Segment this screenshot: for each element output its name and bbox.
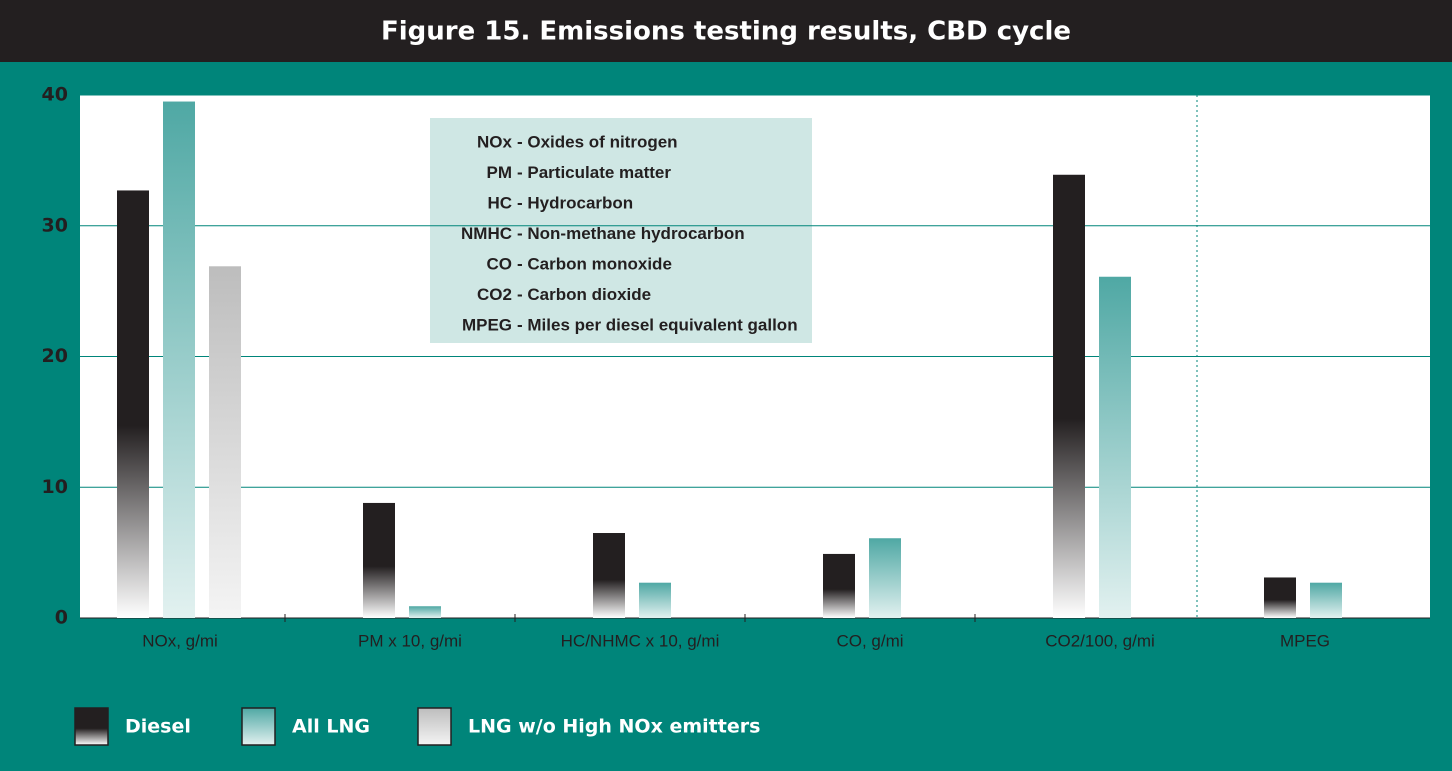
x-tick-label: CO, g/mi <box>836 631 903 650</box>
x-tick-label: NOx, g/mi <box>142 631 218 650</box>
bar <box>1264 577 1296 618</box>
definition-abbr: CO2 <box>477 285 512 304</box>
bar <box>823 553 855 618</box>
chart-title: Figure 15. Emissions testing results, CB… <box>381 17 1071 47</box>
definition-text: - Carbon dioxide <box>517 285 651 304</box>
y-tick-label: 20 <box>42 345 68 367</box>
y-tick-label: 30 <box>42 214 68 236</box>
x-tick-label: MPEG <box>1280 631 1330 650</box>
y-tick-label: 0 <box>55 607 68 629</box>
definition-text: - Oxides of nitrogen <box>517 132 678 151</box>
bar <box>363 502 395 618</box>
x-tick-label: CO2/100, g/mi <box>1045 631 1155 650</box>
legend-swatch <box>241 707 276 746</box>
bar <box>117 190 149 618</box>
bar <box>869 538 901 618</box>
definition-text: - Hydrocarbon <box>517 193 633 212</box>
legend-label: Diesel <box>125 716 191 738</box>
bar <box>639 582 671 618</box>
legend-swatch <box>417 707 452 746</box>
bar <box>1099 276 1131 618</box>
bar <box>209 266 241 618</box>
bar <box>1310 582 1342 618</box>
definition-box <box>430 118 812 343</box>
y-tick-label: 40 <box>42 84 68 106</box>
legend-label: LNG w/o High NOx emitters <box>468 716 760 738</box>
definition-abbr: PM <box>487 163 513 182</box>
x-tick-label: PM x 10, g/mi <box>358 631 462 650</box>
definition-abbr: NOx <box>477 132 513 151</box>
bar <box>163 101 195 619</box>
definition-text: - Non-methane hydrocarbon <box>517 224 745 243</box>
definition-text: - Carbon monoxide <box>517 254 672 273</box>
definition-abbr: CO <box>487 254 513 273</box>
legend-label: All LNG <box>292 716 370 738</box>
definition-abbr: HC <box>487 193 512 212</box>
title-bar <box>0 0 1452 62</box>
bar <box>593 533 625 618</box>
legend-swatch <box>74 707 109 746</box>
bar <box>1053 174 1085 618</box>
definition-text: - Particulate matter <box>517 163 671 182</box>
y-tick-label: 10 <box>42 476 68 498</box>
definition-abbr: NMHC <box>461 224 512 243</box>
definition-abbr: MPEG <box>462 315 512 334</box>
x-tick-label: HC/NHMC x 10, g/mi <box>561 631 720 650</box>
bar <box>409 606 441 618</box>
definition-text: - Miles per diesel equivalent gallon <box>517 315 798 334</box>
